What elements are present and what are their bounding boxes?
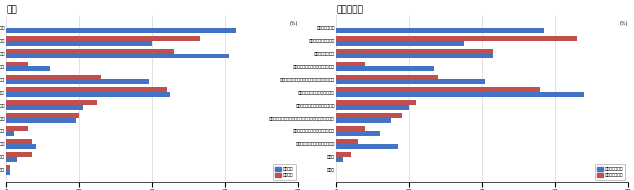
Bar — [336, 126, 365, 131]
Bar — [6, 118, 75, 123]
Bar — [336, 79, 486, 84]
Bar — [6, 139, 32, 144]
Bar — [6, 157, 17, 162]
Bar — [6, 92, 171, 97]
Bar — [336, 100, 416, 105]
Bar — [6, 152, 32, 157]
Bar — [336, 87, 540, 92]
Bar — [6, 165, 10, 170]
Bar — [6, 36, 200, 41]
Text: 戸建: 戸建 — [6, 6, 17, 14]
Bar — [336, 74, 438, 79]
Bar — [6, 62, 29, 66]
Bar — [336, 131, 380, 136]
Bar — [6, 144, 36, 149]
Bar — [6, 66, 50, 71]
Bar — [336, 66, 434, 71]
Bar — [336, 118, 391, 123]
Text: (%): (%) — [290, 21, 298, 26]
Bar — [6, 105, 83, 110]
Bar — [336, 41, 463, 46]
Bar — [336, 139, 358, 144]
Bar — [6, 131, 14, 136]
Bar — [336, 105, 409, 110]
Bar — [336, 113, 402, 118]
Bar — [6, 49, 174, 54]
Bar — [336, 28, 544, 33]
Bar — [336, 157, 344, 162]
Bar — [6, 100, 98, 105]
Bar — [336, 49, 493, 54]
Bar — [6, 74, 101, 79]
Bar — [336, 62, 365, 66]
Bar — [6, 87, 167, 92]
Text: マンション: マンション — [336, 6, 363, 14]
Bar — [6, 126, 29, 131]
Bar — [6, 54, 229, 59]
Bar — [6, 28, 236, 33]
Bar — [6, 41, 152, 46]
Bar — [336, 144, 398, 149]
Legend: 新築戸建, 中古戸建: 新築戸建, 中古戸建 — [273, 164, 295, 180]
Text: (%): (%) — [619, 21, 628, 26]
Bar — [6, 113, 79, 118]
Bar — [6, 170, 10, 175]
Bar — [6, 79, 148, 84]
Bar — [336, 152, 351, 157]
Legend: 新築マンション, 中古マンション: 新築マンション, 中古マンション — [595, 164, 625, 180]
Bar — [336, 54, 493, 59]
Bar — [336, 92, 584, 97]
Bar — [336, 36, 577, 41]
